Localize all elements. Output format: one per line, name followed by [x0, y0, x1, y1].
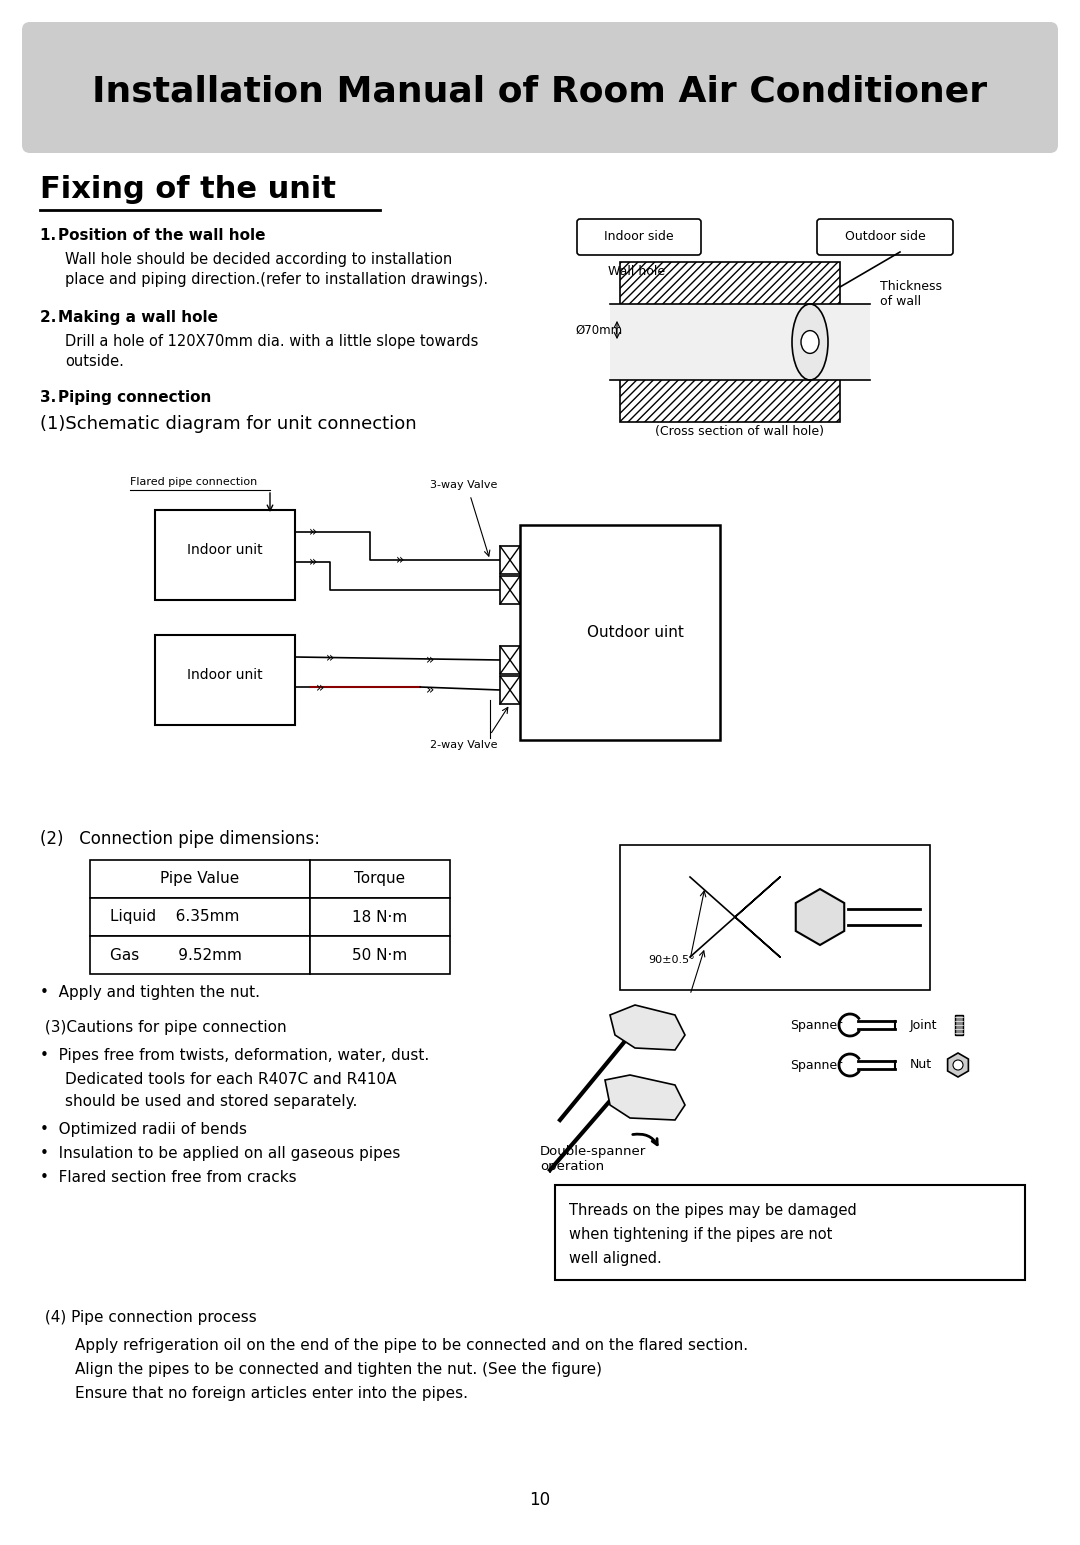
Ellipse shape: [792, 304, 828, 380]
Text: Dedicated tools for each R407C and R410A: Dedicated tools for each R407C and R410A: [65, 1072, 396, 1088]
Text: Indoor unit: Indoor unit: [187, 542, 262, 558]
Text: Piping connection: Piping connection: [58, 389, 212, 405]
Text: Indoor unit: Indoor unit: [187, 667, 262, 681]
Text: Gas        9.52mm: Gas 9.52mm: [110, 947, 242, 963]
Bar: [500, 576, 519, 604]
Text: when tightening if the pipes are not: when tightening if the pipes are not: [569, 1227, 833, 1242]
Text: should be used and stored separately.: should be used and stored separately.: [65, 1094, 357, 1109]
Text: Drill a hole of 120X70mm dia. with a little slope towards: Drill a hole of 120X70mm dia. with a lit…: [65, 334, 478, 349]
Bar: [310, 898, 450, 936]
Polygon shape: [610, 1004, 685, 1051]
Text: »: »: [326, 650, 334, 664]
Text: Ensure that no foreign articles enter into the pipes.: Ensure that no foreign articles enter in…: [75, 1386, 468, 1401]
Text: »: »: [426, 654, 434, 667]
Text: Double-spanner
operation: Double-spanner operation: [540, 1145, 646, 1173]
Text: Nut: Nut: [910, 1058, 932, 1072]
Bar: [519, 525, 720, 740]
Text: »: »: [395, 553, 404, 567]
Text: Outdoor side: Outdoor side: [845, 230, 926, 244]
Text: Spanner: Spanner: [789, 1058, 842, 1072]
Text: Wall hole: Wall hole: [608, 266, 665, 278]
Text: Fixing of the unit: Fixing of the unit: [40, 175, 336, 204]
Bar: [620, 263, 840, 317]
Text: »: »: [309, 525, 318, 539]
Ellipse shape: [801, 331, 819, 354]
Text: Apply refrigeration oil on the end of the pipe to be connected and on the flared: Apply refrigeration oil on the end of th…: [75, 1338, 748, 1353]
Bar: [156, 635, 295, 725]
Text: place and piping direction.(refer to installation drawings).: place and piping direction.(refer to ins…: [65, 272, 488, 287]
FancyBboxPatch shape: [816, 219, 953, 255]
Bar: [620, 368, 840, 422]
Text: 2-way Valve: 2-way Valve: [430, 740, 498, 749]
Bar: [555, 1185, 1025, 1279]
Text: 2.: 2.: [40, 311, 62, 324]
FancyBboxPatch shape: [577, 219, 701, 255]
Polygon shape: [796, 888, 845, 946]
Text: »: »: [426, 683, 434, 697]
Text: 1.: 1.: [40, 229, 62, 243]
Bar: [310, 936, 450, 973]
Text: Align the pipes to be connected and tighten the nut. (See the figure): Align the pipes to be connected and tigh…: [75, 1363, 602, 1377]
Text: well aligned.: well aligned.: [569, 1251, 662, 1265]
Text: Ø70mm: Ø70mm: [575, 323, 622, 337]
Text: Threads on the pipes may be damaged: Threads on the pipes may be damaged: [569, 1204, 856, 1217]
Bar: [500, 677, 519, 705]
Text: Installation Manual of Room Air Conditioner: Installation Manual of Room Air Conditio…: [93, 76, 987, 110]
Text: Position of the wall hole: Position of the wall hole: [58, 229, 266, 243]
Text: 90±0.5°: 90±0.5°: [648, 955, 694, 966]
Polygon shape: [947, 1054, 969, 1077]
Text: Outdoor uint: Outdoor uint: [586, 626, 684, 640]
Text: •  Optimized radii of bends: • Optimized radii of bends: [40, 1122, 247, 1137]
Text: Spanner: Spanner: [789, 1018, 842, 1032]
Text: (1)Schematic diagram for unit connection: (1)Schematic diagram for unit connection: [40, 416, 417, 433]
Bar: [90, 936, 310, 973]
Text: Wall hole should be decided according to installation: Wall hole should be decided according to…: [65, 252, 453, 267]
Circle shape: [953, 1060, 963, 1071]
Text: •  Pipes free from twists, deformation, water, dust.: • Pipes free from twists, deformation, w…: [40, 1048, 429, 1063]
Bar: [90, 898, 310, 936]
Text: (4) Pipe connection process: (4) Pipe connection process: [40, 1310, 257, 1326]
Text: »: »: [315, 681, 324, 695]
Text: Liquid    6.35mm: Liquid 6.35mm: [110, 910, 240, 924]
Text: (3)Cautions for pipe connection: (3)Cautions for pipe connection: [40, 1020, 286, 1035]
Text: (2)   Connection pipe dimensions:: (2) Connection pipe dimensions:: [40, 830, 320, 848]
Text: Pipe Value: Pipe Value: [160, 871, 240, 887]
Text: 18 N·m: 18 N·m: [352, 910, 407, 924]
Bar: [156, 510, 295, 599]
Text: Flared pipe connection: Flared pipe connection: [130, 477, 257, 487]
Text: •  Insulation to be applied on all gaseous pipes: • Insulation to be applied on all gaseou…: [40, 1146, 401, 1160]
Polygon shape: [605, 1075, 685, 1120]
Bar: [90, 861, 310, 898]
Text: Joint: Joint: [910, 1018, 937, 1032]
Bar: [310, 861, 450, 898]
Text: 3-way Valve: 3-way Valve: [430, 480, 498, 490]
Text: Thickness
of wall: Thickness of wall: [880, 280, 942, 307]
Text: Making a wall hole: Making a wall hole: [58, 311, 218, 324]
Text: Indoor side: Indoor side: [604, 230, 674, 244]
FancyBboxPatch shape: [22, 22, 1058, 153]
Text: 50 N·m: 50 N·m: [352, 947, 407, 963]
Bar: [500, 545, 519, 575]
Bar: [610, 304, 870, 380]
Bar: [500, 646, 519, 674]
Text: outside.: outside.: [65, 354, 124, 369]
Text: (Cross section of wall hole): (Cross section of wall hole): [654, 425, 824, 439]
Bar: [620, 845, 930, 990]
Text: •  Apply and tighten the nut.: • Apply and tighten the nut.: [40, 986, 260, 1000]
Bar: [955, 1015, 963, 1035]
Text: »: »: [309, 555, 318, 569]
Text: 10: 10: [529, 1491, 551, 1509]
Text: 3.: 3.: [40, 389, 62, 405]
Text: Torque: Torque: [354, 871, 406, 887]
Text: •  Flared section free from cracks: • Flared section free from cracks: [40, 1170, 297, 1185]
